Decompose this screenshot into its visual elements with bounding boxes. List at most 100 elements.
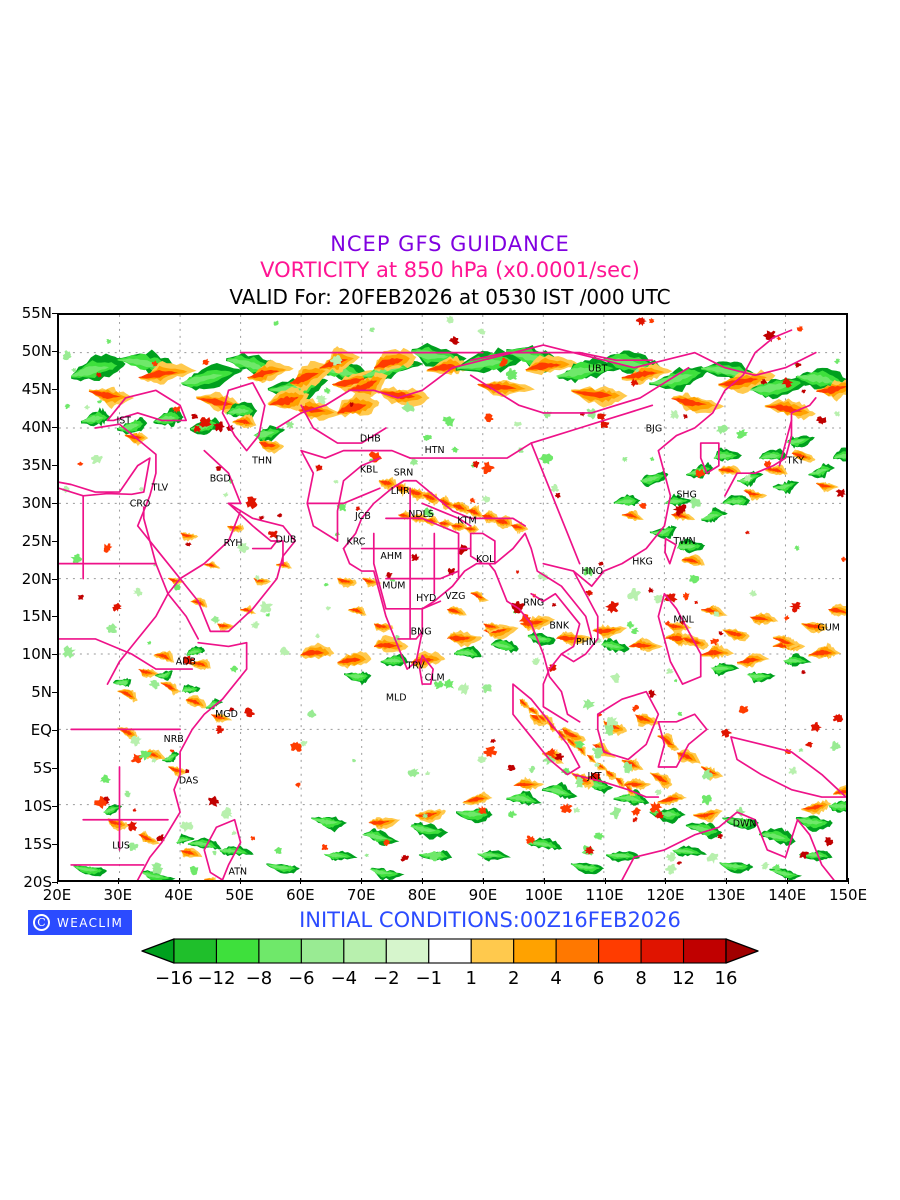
city-label: VZG [445, 591, 465, 602]
colorbar-tick-label: −6 [288, 968, 315, 989]
y-tick-mark [52, 692, 58, 694]
y-tick-label: 10N [21, 645, 52, 664]
city-label: PHN [576, 637, 596, 648]
x-tick-mark [543, 878, 545, 884]
city-label: THN [251, 455, 272, 466]
city-label: HKG [632, 556, 653, 567]
x-tick-label: 100E [524, 886, 563, 904]
y-tick-label: EQ [30, 721, 52, 740]
colorbar-tick-label: −16 [155, 968, 193, 989]
copyright-icon: C [33, 914, 50, 931]
y-tick-mark [52, 882, 58, 883]
city-label: UBT [588, 363, 607, 374]
y-tick-label: 15S [23, 835, 52, 854]
y-tick-mark [52, 313, 58, 314]
city-label: LUS [112, 840, 130, 851]
x-tick-label: 60E [286, 886, 315, 904]
colorbar-tick-label: 8 [635, 968, 647, 989]
title-valid-time: VALID For: 20FEB2026 at 0530 IST /000 UT… [229, 285, 671, 309]
x-tick-label: 20E [42, 886, 72, 904]
x-tick-mark [604, 878, 606, 884]
city-label: MLD [386, 693, 407, 704]
x-tick-mark [57, 878, 58, 884]
y-tick-mark [52, 616, 58, 618]
colorbar-strip[interactable] [140, 938, 760, 964]
x-tick-mark [422, 878, 424, 884]
x-tick-label: 70E [346, 886, 376, 904]
x-tick-mark [482, 878, 484, 884]
colorbar-legend: −16 −12 −8 −6 −4 −2 −1 1 2 4 6 8 12 16 [0, 938, 900, 992]
y-tick-mark [52, 502, 58, 504]
colorbar-tick-labels: −16 −12 −8 −6 −4 −2 −1 1 2 4 6 8 12 16 [140, 968, 760, 992]
y-tick-mark [52, 730, 58, 732]
city-label: KOL [476, 554, 495, 565]
city-label: BJG [646, 424, 663, 435]
y-tick-label: 5S [32, 759, 52, 778]
y-tick-label: 45N [21, 379, 52, 398]
y-tick-mark [52, 844, 58, 846]
city-label: DHB [360, 434, 381, 445]
city-label: SRN [394, 467, 414, 478]
city-label: ADB [176, 657, 196, 668]
city-label: TKY [786, 455, 805, 466]
city-label: DAS [179, 776, 199, 787]
x-tick-mark [361, 878, 363, 884]
city-label: KTM [457, 516, 476, 527]
map-plot-area[interactable]: IST TLV CRO BGD THN RYH DUB DHB KBL SRN LHR HTN JCB N… [57, 313, 848, 882]
city-label: CRO [130, 498, 151, 509]
title-subtitle: VORTICITY at 850 hPa (x0.0001/sec) [260, 258, 640, 282]
y-tick-mark [52, 464, 58, 466]
x-tick-label: 80E [407, 886, 437, 904]
city-label: GUM [818, 623, 840, 634]
y-tick-mark [52, 654, 58, 656]
city-label: DWN [733, 818, 757, 829]
city-label: TWN [672, 536, 695, 547]
y-tick-mark [52, 806, 58, 808]
x-tick-label: 50E [225, 886, 254, 904]
colorbar-svg [141, 938, 759, 964]
y-tick-mark [52, 540, 58, 542]
x-tick-mark [239, 878, 241, 884]
x-tick-label: 130E [707, 886, 746, 904]
x-tick-label: 110E [585, 886, 624, 904]
city-label: RNG [523, 598, 544, 609]
city-label: TLV [151, 483, 169, 494]
x-tick-label: 30E [103, 886, 133, 904]
page-title: NCEP GFS GUIDANCE [330, 232, 570, 256]
y-axis: 55N 50N 45N 40N 35N 30N 25N 20N 15N 10N 5N EQ 5S 10S 1… [0, 304, 58, 891]
city-label: ATN [228, 867, 247, 878]
city-label: HYD [416, 593, 436, 604]
city-label: MNL [673, 614, 694, 625]
y-tick-label: 20N [21, 569, 52, 588]
city-label: RYH [224, 538, 243, 549]
city-label: MUM [382, 580, 405, 591]
y-tick-label: 40N [21, 417, 52, 436]
y-tick-mark [52, 768, 58, 770]
y-tick-label: 20S [23, 873, 52, 891]
y-tick-mark [52, 426, 58, 428]
x-tick-label: 90E [468, 886, 498, 904]
city-label: IST [116, 415, 131, 426]
x-tick-mark [848, 878, 849, 884]
colorbar-tick-label: −8 [245, 968, 273, 989]
city-label: BNK [549, 620, 570, 631]
initial-conditions-text: INITIAL CONDITIONS:00Z16FEB2026 [299, 908, 681, 932]
city-label: TRV [405, 660, 425, 671]
coastlines [59, 329, 846, 880]
city-label: BGD [210, 473, 231, 484]
city-label: JKT [586, 771, 601, 782]
colorbar-tick-label: −2 [373, 968, 400, 989]
x-tick-mark [117, 878, 119, 884]
city-label: SHG [676, 489, 696, 500]
y-tick-mark [52, 578, 58, 580]
y-tick-label: 5N [31, 683, 52, 702]
colorbar-tick-label: 16 [714, 968, 738, 989]
x-tick-mark [787, 878, 789, 884]
y-tick-label: 55N [21, 304, 52, 322]
colorbar-tick-label: 12 [672, 968, 695, 989]
city-label: LHR [391, 486, 410, 497]
y-tick-mark [52, 388, 58, 390]
